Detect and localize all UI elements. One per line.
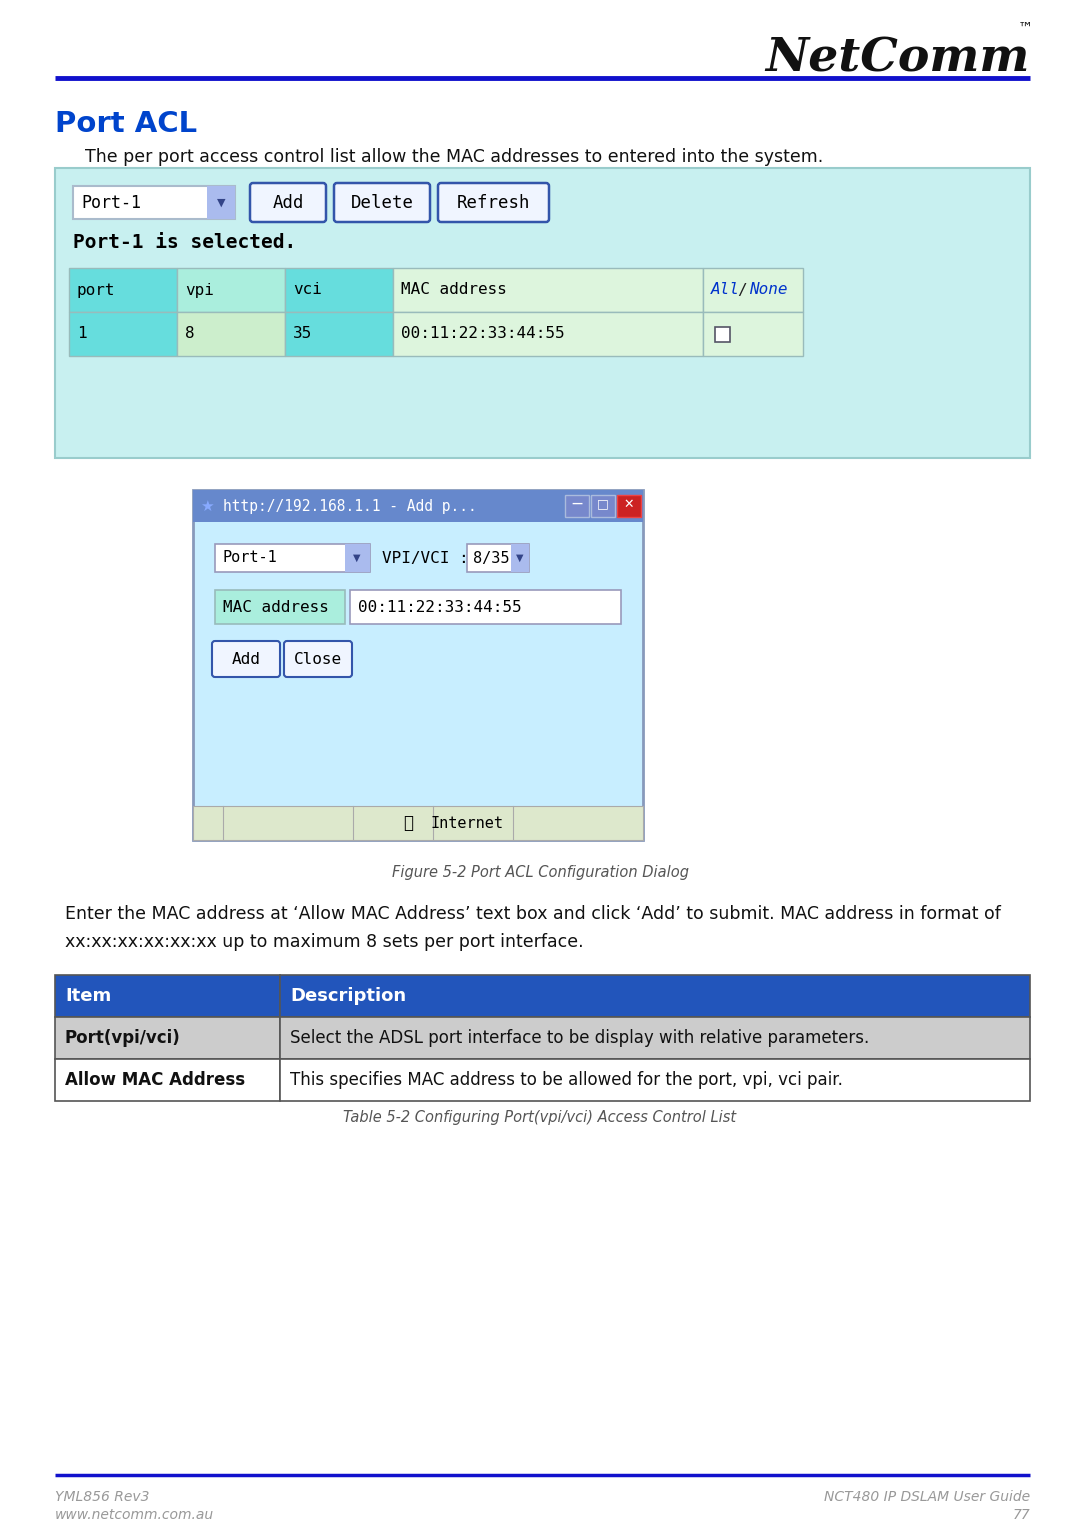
Text: 77: 77 — [1012, 1509, 1030, 1522]
Text: Port(vpi/vci): Port(vpi/vci) — [65, 1029, 180, 1048]
Text: Port ACL: Port ACL — [55, 110, 198, 137]
Text: YML856 Rev3: YML856 Rev3 — [55, 1490, 149, 1504]
Text: —: — — [571, 499, 582, 508]
Text: Select the ADSL port interface to be display with relative parameters.: Select the ADSL port interface to be dis… — [291, 1029, 869, 1048]
Text: Table 5-2 Configuring Port(vpi/vci) Access Control List: Table 5-2 Configuring Port(vpi/vci) Acce… — [343, 1110, 737, 1125]
Bar — [285, 269, 393, 312]
Text: xx:xx:xx:xx:xx:xx up to maximum 8 sets per port interface.: xx:xx:xx:xx:xx:xx up to maximum 8 sets p… — [65, 933, 583, 951]
Bar — [565, 495, 589, 518]
Text: 00:11:22:33:44:55: 00:11:22:33:44:55 — [401, 327, 565, 342]
Text: Close: Close — [294, 652, 342, 666]
Text: Port-1 is selected.: Port-1 is selected. — [73, 234, 296, 252]
Bar — [193, 806, 643, 840]
Text: 8/35: 8/35 — [473, 551, 510, 565]
Bar — [69, 269, 177, 312]
Bar — [280, 976, 1030, 1017]
FancyBboxPatch shape — [212, 641, 280, 676]
Text: 1: 1 — [77, 327, 86, 342]
Text: www.netcomm.com.au: www.netcomm.com.au — [55, 1509, 214, 1522]
Bar — [55, 1017, 280, 1060]
Text: ★: ★ — [200, 498, 214, 513]
FancyBboxPatch shape — [334, 183, 430, 221]
Text: VPI/VCI :: VPI/VCI : — [382, 551, 469, 565]
Bar — [177, 269, 285, 312]
Bar — [215, 589, 345, 625]
Bar — [591, 495, 615, 518]
Text: 35: 35 — [293, 327, 312, 342]
Text: ▼: ▼ — [516, 553, 524, 563]
Bar — [193, 490, 643, 840]
Bar — [69, 312, 177, 356]
Text: http://192.168.1.1 - Add p...: http://192.168.1.1 - Add p... — [222, 498, 476, 513]
Text: The per port access control list allow the MAC addresses to entered into the sys: The per port access control list allow t… — [85, 148, 823, 166]
Bar — [393, 269, 703, 312]
Text: NCT480 IP DSLAM User Guide: NCT480 IP DSLAM User Guide — [824, 1490, 1030, 1504]
Text: Delete: Delete — [351, 194, 414, 212]
Text: vpi: vpi — [185, 282, 214, 298]
Bar — [393, 312, 703, 356]
Text: Port-1: Port-1 — [81, 194, 141, 212]
FancyBboxPatch shape — [284, 641, 352, 676]
Text: port: port — [77, 282, 116, 298]
Text: Refresh: Refresh — [457, 194, 530, 212]
Bar — [73, 186, 235, 218]
Text: Add: Add — [231, 652, 260, 666]
Text: This specifies MAC address to be allowed for the port, vpi, vci pair.: This specifies MAC address to be allowed… — [291, 1070, 842, 1089]
Text: None: None — [750, 282, 787, 298]
Bar — [703, 312, 804, 356]
Text: Add: Add — [272, 194, 303, 212]
FancyBboxPatch shape — [438, 183, 549, 221]
Text: Allow MAC Address: Allow MAC Address — [65, 1070, 245, 1089]
Text: /: / — [737, 282, 746, 298]
Bar — [511, 544, 529, 573]
Text: Port-1: Port-1 — [222, 551, 278, 565]
Bar — [703, 269, 804, 312]
Text: □: □ — [597, 498, 609, 510]
Text: All: All — [711, 282, 740, 298]
Bar — [285, 312, 393, 356]
Bar — [617, 495, 642, 518]
Text: Figure 5-2 Port ACL Configuration Dialog: Figure 5-2 Port ACL Configuration Dialog — [391, 864, 689, 880]
Text: 8: 8 — [185, 327, 194, 342]
Text: ✕: ✕ — [624, 498, 634, 510]
Bar — [55, 976, 280, 1017]
Text: NetComm: NetComm — [766, 35, 1030, 81]
Bar — [177, 312, 285, 356]
Text: Item: Item — [65, 986, 111, 1005]
Text: vci: vci — [293, 282, 322, 298]
Bar — [345, 544, 370, 573]
FancyBboxPatch shape — [249, 183, 326, 221]
Bar — [715, 327, 730, 342]
Bar — [467, 544, 529, 573]
Text: Internet: Internet — [430, 815, 503, 831]
Text: 00:11:22:33:44:55: 00:11:22:33:44:55 — [357, 600, 522, 614]
Bar — [55, 168, 1030, 458]
Bar — [215, 544, 370, 573]
Text: MAC address: MAC address — [222, 600, 329, 614]
Bar — [280, 1060, 1030, 1101]
Text: Enter the MAC address at ‘Allow MAC Address’ text box and click ‘Add’ to submit.: Enter the MAC address at ‘Allow MAC Addr… — [65, 906, 1001, 922]
Bar — [207, 186, 235, 218]
Bar — [350, 589, 621, 625]
Text: ▼: ▼ — [217, 197, 226, 208]
Text: ▼: ▼ — [353, 553, 361, 563]
Bar — [193, 490, 643, 522]
Text: MAC address: MAC address — [401, 282, 507, 298]
Text: Description: Description — [291, 986, 406, 1005]
Text: ™: ™ — [1017, 20, 1032, 35]
Bar — [280, 1017, 1030, 1060]
Text: 🌍: 🌍 — [403, 814, 413, 832]
Bar — [55, 1060, 280, 1101]
